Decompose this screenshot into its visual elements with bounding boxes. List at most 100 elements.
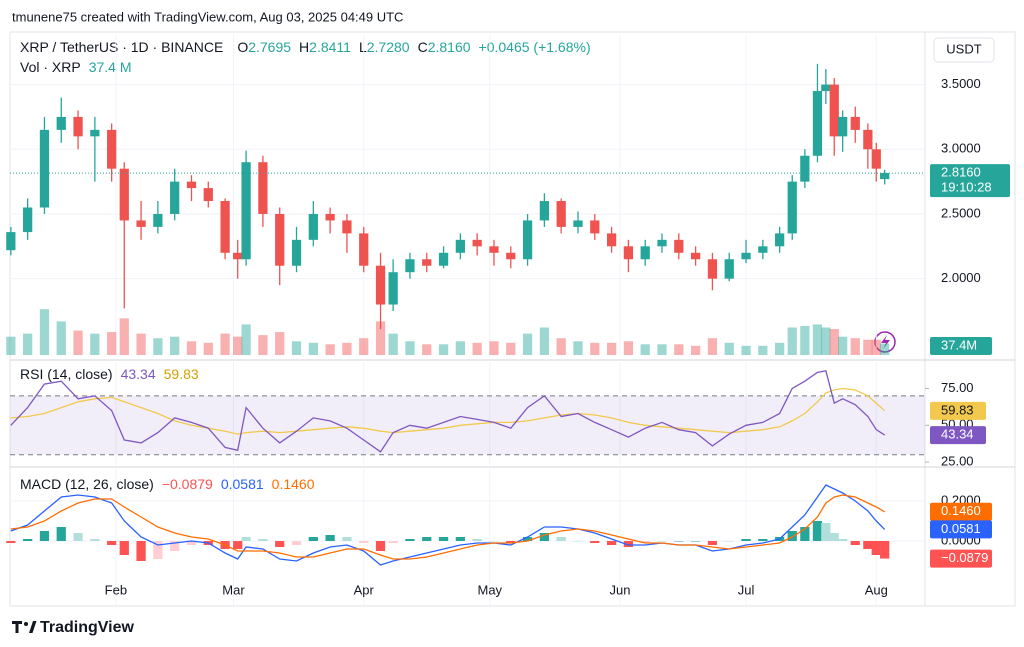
volume-bar bbox=[741, 345, 751, 355]
candle-body bbox=[741, 252, 751, 260]
volume-bar bbox=[606, 342, 617, 355]
volume-bar bbox=[821, 327, 831, 355]
candle-body bbox=[107, 129, 117, 169]
volume-bar bbox=[107, 332, 117, 355]
macd-histogram-bar bbox=[170, 541, 180, 551]
macd-histogram-bar bbox=[690, 541, 701, 542]
byline: tmunene75 created with TradingView.com, … bbox=[12, 9, 403, 24]
macd-histogram-bar bbox=[308, 537, 318, 541]
volume-bar bbox=[674, 344, 684, 355]
candle-body bbox=[73, 116, 83, 137]
x-tick-label: May bbox=[477, 582, 502, 597]
macd-histogram-bar bbox=[657, 541, 667, 542]
candle-body bbox=[6, 232, 16, 251]
candle-body bbox=[405, 259, 415, 273]
candle-body bbox=[640, 246, 650, 260]
macd-histogram-bar bbox=[56, 527, 66, 541]
macd-histogram-bar bbox=[758, 539, 768, 541]
volume-bar bbox=[342, 342, 352, 355]
volume-bar bbox=[119, 318, 129, 355]
macd-histogram-bar bbox=[325, 535, 335, 541]
y-tick-label: 2.0000 bbox=[941, 270, 981, 285]
x-tick-label: Mar bbox=[222, 582, 245, 597]
candle-body bbox=[489, 246, 499, 253]
signal-value: 0.1460 bbox=[272, 476, 315, 492]
candle-body bbox=[850, 116, 860, 130]
macd-histogram-bar bbox=[787, 531, 797, 541]
x-tick-label: Jun bbox=[610, 582, 631, 597]
x-tick-label: Feb bbox=[105, 582, 127, 597]
macd-histogram-bar bbox=[871, 541, 881, 555]
macd-histogram-bar bbox=[640, 541, 650, 543]
candle-body bbox=[623, 246, 634, 260]
candle-body bbox=[220, 201, 230, 253]
volume-bar bbox=[724, 342, 734, 355]
volume-bar bbox=[73, 330, 83, 355]
volume-bar bbox=[707, 338, 718, 355]
volume-bar bbox=[359, 338, 369, 355]
candle-body bbox=[291, 239, 302, 266]
macd-histogram-bar bbox=[153, 541, 163, 559]
currency-box[interactable] bbox=[933, 37, 995, 63]
volume-bar bbox=[405, 341, 415, 355]
price-tag bbox=[930, 164, 1010, 198]
rsi-tag bbox=[930, 401, 986, 420]
ohlc-value: 2.7280 bbox=[367, 39, 410, 55]
alert-bolt bbox=[881, 335, 890, 349]
ohlc-letter: L bbox=[359, 39, 367, 55]
candle-body bbox=[506, 252, 516, 260]
macd-histogram-bar bbox=[863, 541, 873, 549]
candle-body bbox=[241, 162, 251, 260]
volume-bar bbox=[220, 333, 230, 355]
macd-histogram-bar bbox=[6, 541, 16, 543]
macd-histogram-bar bbox=[590, 541, 600, 543]
macd-histogram-bar bbox=[522, 537, 533, 541]
volume-bar bbox=[308, 342, 318, 355]
macd-histogram-bar bbox=[455, 537, 465, 541]
volume-bar bbox=[838, 336, 848, 355]
volume-bar bbox=[291, 341, 302, 355]
candle-body bbox=[724, 259, 734, 279]
macd-histogram-bar bbox=[821, 523, 831, 541]
volume-bar bbox=[455, 341, 465, 355]
volume-bar bbox=[6, 336, 16, 355]
volume-bar bbox=[506, 342, 516, 355]
volume-bar bbox=[863, 339, 873, 355]
volume-bar bbox=[522, 333, 533, 355]
macd-histogram-bar bbox=[472, 539, 482, 541]
x-tick-label: Apr bbox=[354, 582, 375, 597]
volume-bar bbox=[758, 345, 768, 355]
macd-legend: MACD (12, 26, close) −0.0879 0.0581 0.1460 bbox=[20, 476, 315, 492]
rsi-line bbox=[10, 370, 886, 453]
macd-histogram-bar bbox=[186, 541, 197, 545]
legend: XRP / TetherUS · 1D · BINANCE O2.7695 H2.8… bbox=[20, 39, 591, 55]
candle-body bbox=[880, 173, 890, 180]
macd-line bbox=[10, 484, 886, 566]
volume-bar bbox=[23, 333, 33, 355]
macd-histogram-bar bbox=[73, 533, 83, 541]
logo: TradingView bbox=[12, 619, 135, 636]
macd-histogram-bar bbox=[342, 537, 352, 541]
candle-body bbox=[308, 213, 318, 240]
candle-body bbox=[136, 220, 146, 227]
candle-body bbox=[119, 168, 129, 221]
ohlc-letter: O bbox=[237, 39, 248, 55]
candle-body bbox=[690, 252, 701, 260]
macd-histogram-bar bbox=[23, 539, 33, 541]
candle-body bbox=[871, 149, 881, 169]
y-tick-label: 2.5000 bbox=[941, 205, 981, 220]
volume-bar bbox=[590, 342, 600, 355]
candle-body bbox=[539, 201, 550, 221]
volume-bar bbox=[422, 344, 432, 355]
volume-bar bbox=[623, 341, 634, 355]
candle-body bbox=[573, 220, 583, 227]
volume-bar bbox=[203, 342, 213, 355]
candle-body bbox=[812, 91, 823, 156]
volume-value: 37.4 M bbox=[89, 59, 132, 75]
rsi-ma-line bbox=[10, 387, 886, 435]
candle-body bbox=[375, 265, 386, 305]
currency[interactable]: USDT bbox=[946, 41, 981, 56]
volume-bar bbox=[186, 341, 197, 355]
volume-bar bbox=[136, 333, 146, 355]
macd-histogram-bar bbox=[741, 539, 751, 541]
